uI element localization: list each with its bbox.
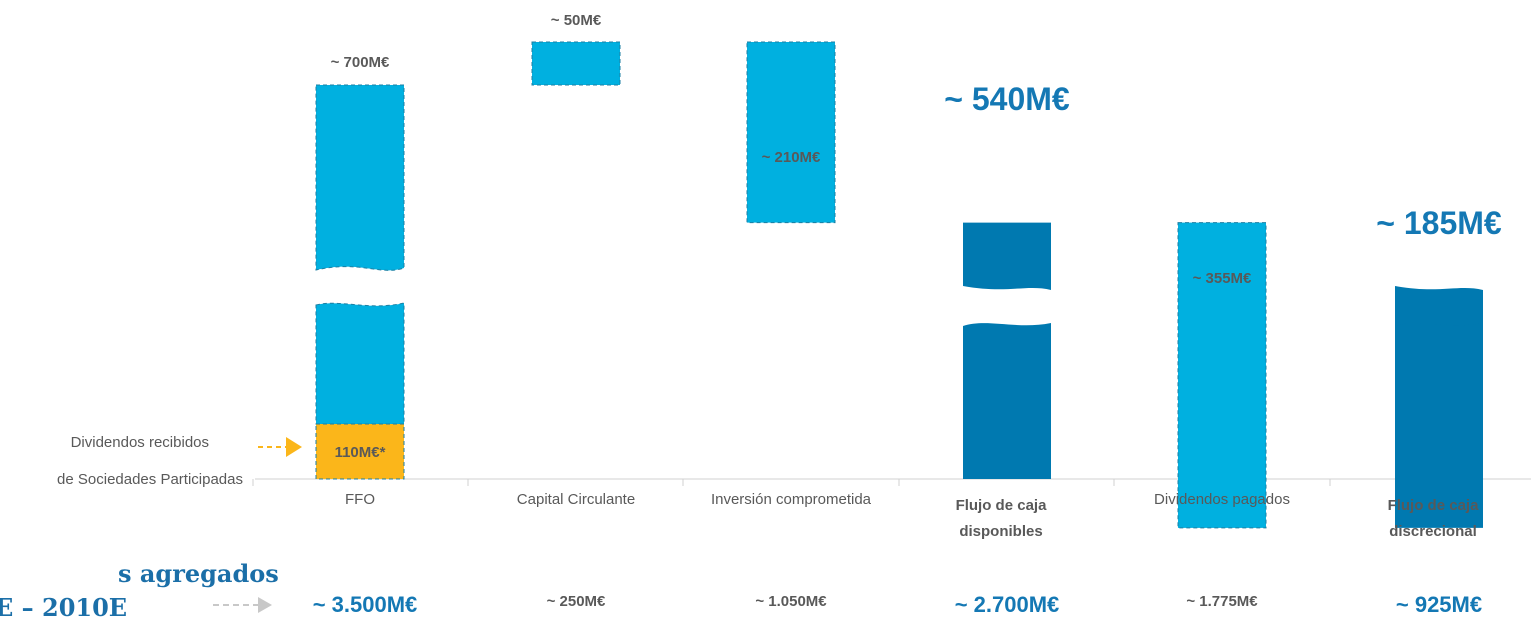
aggregate-label-1: ~ 250M€ (547, 593, 606, 610)
bar-flujo-disponibles-upper (963, 222, 1051, 290)
category-label-3-1: disponibles (959, 523, 1042, 540)
category-label-5-0: Flujo de caja (1388, 497, 1480, 514)
segment-label: 110M€* (335, 444, 386, 461)
bar-inversion (746, 41, 836, 224)
bar-dividendos-pagados (1177, 222, 1267, 529)
category-label-0-0: FFO (345, 491, 375, 508)
aggregate-label-2: ~ 1.050M€ (755, 593, 827, 610)
aggregate-title-line-2: E – 2010E (0, 593, 127, 622)
category-label-1-0: Capital Circulante (517, 491, 635, 508)
bar-ffo-upper (315, 84, 405, 271)
category-label-2-0: Inversión comprometida (711, 491, 872, 508)
value-label-capital: ~ 50M€ (551, 12, 602, 29)
value-label-inversion: ~ 210M€ (762, 149, 821, 166)
value-label-discrecional: ~ 185M€ (1376, 205, 1502, 241)
bar-capital-circulante (531, 41, 621, 86)
aggregate-label-5: ~ 925M€ (1396, 592, 1482, 617)
aggregate-label-0: ~ 3.500M€ (313, 592, 418, 617)
aggregate-label-3: ~ 2.700M€ (955, 592, 1060, 617)
aggregate-label-4: ~ 1.775M€ (1186, 593, 1258, 610)
category-label-5-1: discrecional (1389, 523, 1477, 540)
bar-flujo-discrecional-lower (1395, 323, 1483, 479)
bar-flujo-disponibles-lower (963, 323, 1051, 479)
value-label-disponibles: ~ 540M€ (944, 81, 1070, 117)
category-label-3-0: Flujo de caja (956, 497, 1048, 514)
value-label-ffo: ~ 700M€ (331, 54, 390, 71)
segment-arrow-head (286, 437, 302, 457)
segment-note-line-2: de Sociedades Participadas (57, 471, 243, 488)
value-label-dividendos: ~ 355M€ (1193, 270, 1252, 287)
category-label-4-0: Dividendos pagados (1154, 491, 1290, 508)
segment-note-line-1: Dividendos recibidos (71, 434, 209, 451)
aggregate-title-line-1: s agregados (118, 559, 279, 588)
bar-ffo-lower (315, 302, 405, 425)
aggregate-arrow-head (258, 597, 272, 613)
bar-ffo-segment (315, 423, 405, 480)
